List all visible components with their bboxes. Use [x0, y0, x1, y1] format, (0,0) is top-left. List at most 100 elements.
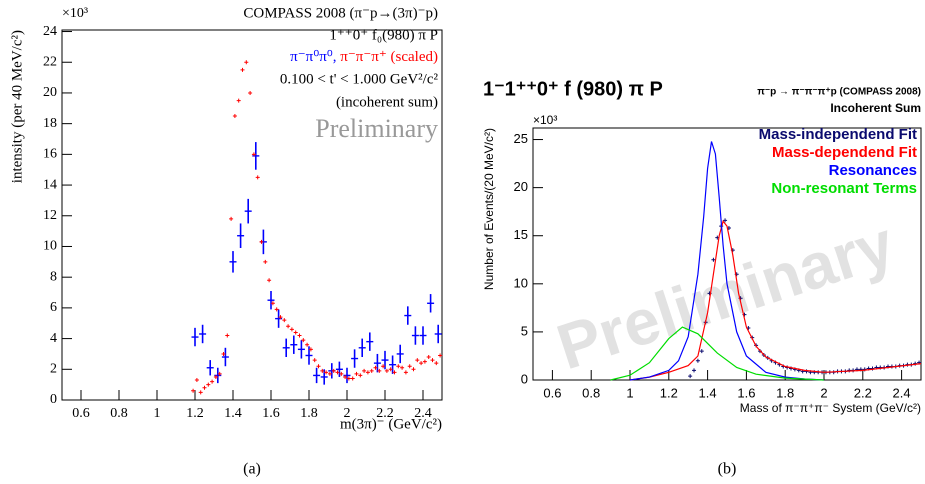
y-tick-label: 14: [43, 177, 57, 192]
point: [248, 90, 253, 95]
point: [373, 365, 378, 370]
point: [263, 259, 268, 264]
point: [377, 368, 382, 373]
point: [699, 349, 704, 354]
point: [346, 376, 351, 381]
point: [327, 371, 332, 376]
x-tick-label: 0.6: [543, 385, 561, 400]
point: [286, 324, 291, 329]
legend-entry: Resonances: [829, 162, 917, 179]
point: [289, 327, 294, 332]
x-tick-label: 1.4: [224, 406, 242, 421]
point: [244, 60, 249, 65]
point: [259, 239, 264, 244]
chart-panel: Preliminary 0.6 0.8 1 1.2 1.4 1.6 1.8 2 2.2 2.4 0 5 1…: [482, 78, 922, 478]
watermark: Preliminary: [549, 207, 903, 383]
point: [362, 368, 367, 373]
point: [206, 382, 211, 387]
point: [692, 368, 697, 373]
x-tick-label: 2.2: [854, 385, 872, 400]
point: [251, 152, 256, 157]
x-axis-label: m(3π)⁻ (GeV/c²): [340, 416, 442, 432]
point: [202, 385, 207, 390]
point: [198, 390, 203, 395]
x-tick-label: 1: [626, 385, 633, 400]
point: [415, 358, 420, 363]
watermark: Preliminary: [315, 114, 438, 143]
x-tick-label: 1.4: [699, 385, 717, 400]
y-tick-label: 12: [43, 208, 57, 223]
point: [270, 301, 275, 306]
x-tick-label: 1.2: [186, 406, 204, 421]
y-tick-label: 22: [43, 54, 57, 69]
curve: [629, 141, 825, 381]
x-tick-label: 0.8: [582, 385, 600, 400]
point: [229, 216, 234, 221]
point: [191, 388, 196, 393]
y-tick-label: 25: [514, 131, 528, 146]
x-tick-label: 2: [344, 406, 351, 421]
x-tick-label: 2.4: [414, 406, 432, 421]
point: [301, 338, 306, 343]
y-multiplier: ×10³: [62, 6, 88, 21]
y-tick-label: 6: [50, 300, 57, 315]
point: [312, 358, 317, 363]
y-tick-label: 18: [43, 116, 57, 131]
point: [339, 371, 344, 376]
x-tick-label: 1.6: [737, 385, 755, 400]
y-tick-label: 15: [514, 227, 528, 242]
point: [316, 364, 321, 369]
y-axis-label: intensity (per 40 MeV/c²): [9, 30, 25, 183]
point: [723, 218, 728, 223]
point: [236, 98, 241, 103]
x-tick-label: 0.6: [72, 406, 90, 421]
plot-frame: [61, 29, 443, 401]
point: [381, 364, 386, 369]
caption: (b): [718, 461, 737, 478]
chart-title: COMPASS 2008 (π⁻p→(3π)⁻p): [243, 5, 438, 21]
point: [297, 333, 302, 338]
chart-title: 1⁻1⁺⁺0⁺ f (980) π P: [483, 78, 663, 100]
y-multiplier: ×10³: [533, 113, 557, 127]
y-tick-label: 4: [50, 331, 57, 346]
y-tick-label: 2: [50, 362, 57, 377]
point: [422, 359, 427, 364]
point: [400, 365, 405, 370]
x-axis-label: Mass of π⁻π⁺π⁻ System (GeV/c²): [740, 401, 921, 415]
point: [331, 368, 336, 373]
x-tick-label: 2.4: [893, 385, 911, 400]
point: [293, 330, 298, 335]
y-tick-label: 24: [43, 24, 57, 39]
x-tick-label: 1.2: [660, 385, 678, 400]
x-tick-label: 2: [820, 385, 827, 400]
point: [210, 379, 215, 384]
legend-entry: Non-resonant Terms: [771, 180, 917, 197]
point: [403, 370, 408, 375]
y-tick-label: 0: [50, 392, 57, 407]
point: [240, 67, 245, 72]
y-tick-label: 10: [43, 239, 57, 254]
point: [232, 113, 237, 118]
x-tick-label: 1: [154, 406, 161, 421]
y-tick-label: 20: [514, 179, 528, 194]
point: [354, 371, 359, 376]
caption: (a): [243, 461, 261, 478]
annotation: 0.100 < t' < 1.000 GeV²/c²: [280, 71, 439, 87]
point: [711, 257, 716, 262]
point: [213, 374, 218, 379]
point: [430, 358, 435, 363]
curve: [610, 326, 825, 381]
point: [194, 378, 199, 383]
point: [365, 370, 370, 375]
legend-entry: π⁻π⁻π⁺ (scaled): [340, 49, 438, 65]
point: [350, 376, 355, 381]
point: [426, 355, 431, 360]
point: [392, 370, 397, 375]
point: [847, 368, 852, 373]
point: [438, 353, 443, 358]
x-tick-label: 0.8: [110, 406, 128, 421]
y-axis-label: Number of Events/(20 MeV/c²): [482, 128, 496, 290]
y-tick-label: 5: [521, 323, 528, 338]
